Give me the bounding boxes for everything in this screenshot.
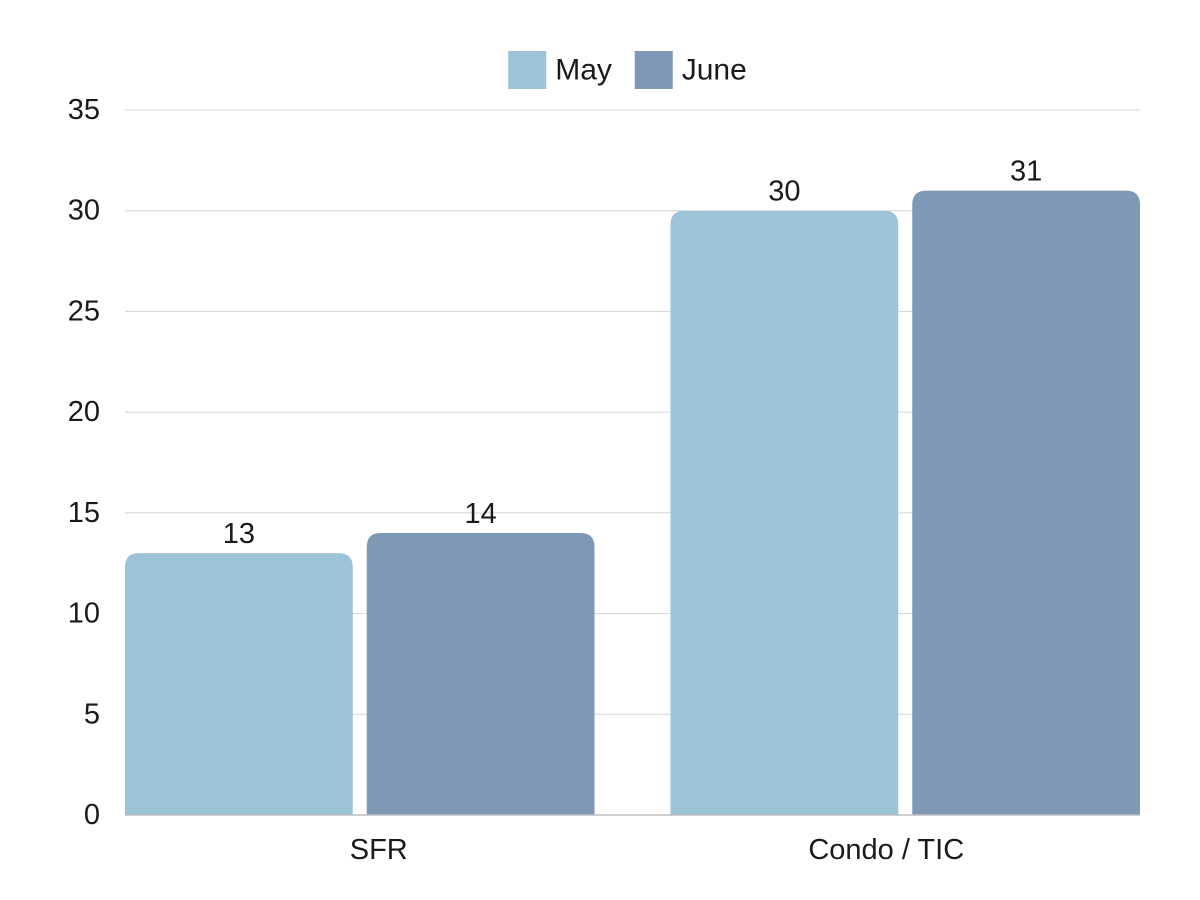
y-tick-label-20: 20 (68, 396, 100, 428)
bars (125, 190, 1140, 816)
data-label-june-sfr: 14 (464, 498, 496, 530)
y-tick-label-10: 10 (68, 598, 100, 630)
x-axis: SFR Condo / TIC (125, 814, 1140, 866)
legend-label-june: June (682, 54, 747, 87)
x-tick-label-condo-tic: Condo / TIC (808, 834, 964, 866)
data-label-june-condo-tic: 31 (1010, 156, 1042, 188)
y-tick-label-30: 30 (68, 195, 100, 227)
bar-may-sfr (125, 553, 353, 815)
y-tick-label-0: 0 (84, 799, 100, 831)
y-tick-label-25: 25 (68, 295, 100, 327)
x-tick-label-sfr: SFR (350, 834, 408, 866)
legend-label-may: May (555, 54, 612, 87)
y-tick-label-35: 35 (68, 94, 100, 126)
legend-swatch-may (508, 51, 547, 89)
data-label-may-sfr: 13 (223, 518, 255, 550)
bar-june-sfr (366, 533, 595, 815)
data-label-may-condo-tic: 30 (768, 176, 800, 208)
data-labels: 13 14 30 31 (223, 156, 1043, 551)
bar-may-condo-tic (670, 210, 899, 815)
legend-swatch-june (634, 51, 673, 89)
y-axis: 0 5 10 15 20 25 30 35 (68, 94, 100, 831)
bar-june-condo-tic (912, 190, 1140, 816)
y-tick-label-15: 15 (68, 497, 100, 529)
legend: May June (508, 51, 747, 89)
y-tick-label-5: 5 (84, 698, 100, 730)
